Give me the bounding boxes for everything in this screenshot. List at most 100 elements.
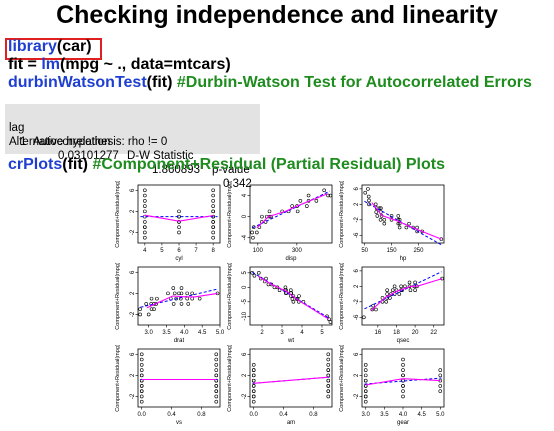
data-point (290, 297, 295, 301)
data-point (139, 373, 144, 378)
y-axis-label: Component+Residual(mpg) (227, 181, 233, 248)
data-point (396, 214, 401, 218)
data-point (373, 202, 378, 207)
x-tick-label: 18 (393, 330, 400, 336)
x-tick-label: 300 (292, 248, 303, 254)
data-point (370, 307, 375, 312)
output-value: 1.860893 (152, 164, 200, 176)
data-point (327, 317, 331, 322)
data-point (363, 399, 368, 404)
data-point (139, 399, 144, 404)
data-point (438, 389, 443, 393)
data-point (214, 357, 219, 362)
data-point (385, 288, 389, 293)
function-name: library (8, 38, 57, 55)
data-point (251, 389, 256, 393)
data-point (363, 394, 368, 399)
data-point (251, 368, 256, 372)
y-tick-label: -2 (130, 229, 136, 235)
y-tick-label: 6 (130, 352, 136, 356)
data-point (179, 286, 184, 290)
data-point (138, 312, 142, 317)
data-point (322, 188, 326, 193)
data-point (413, 288, 417, 293)
data-point (439, 237, 444, 241)
x-axis-label: disp (285, 256, 297, 262)
data-point (290, 204, 294, 208)
data-point (211, 220, 215, 224)
output-header-row: lag Autocorrelation D-W Statistic p-valu… (9, 107, 259, 176)
x-tick-label: 0.8 (309, 412, 318, 418)
x-tick-label: 22 (430, 330, 437, 336)
data-point (155, 296, 159, 301)
data-point (144, 302, 149, 306)
y-axis-label: Component+Residual(mpg) (339, 345, 345, 412)
x-tick-label: 3 (280, 330, 284, 336)
data-point (328, 320, 333, 324)
output-header: Autocorrelation (33, 136, 111, 148)
code-line-library: library(car) (8, 38, 92, 56)
data-point (143, 188, 147, 193)
data-point (214, 373, 219, 378)
data-point (149, 296, 154, 301)
data-point (250, 230, 254, 235)
data-point (255, 230, 259, 235)
smooth-fit-line (257, 275, 330, 320)
data-point (389, 214, 394, 218)
data-point (214, 368, 219, 372)
data-point (146, 312, 151, 317)
assignment: fit = (8, 56, 42, 73)
crplot-gear: 3.0 3.5 4.0 4.5 5.0 -2 2 6 gear Component+Residua… (339, 345, 445, 426)
data-point (326, 357, 331, 362)
y-tick-label: 2 (354, 373, 360, 377)
data-point (366, 187, 370, 191)
y-tick-label: 2 (242, 373, 248, 377)
output-header: D-W Statistic (127, 150, 194, 162)
x-axis-label: am (287, 420, 295, 426)
code-comment: #Durbin-Watson Test for Autocorrelated E… (176, 74, 532, 91)
data-point (367, 198, 371, 203)
data-point (251, 378, 256, 383)
data-point (264, 276, 268, 281)
data-point (185, 296, 189, 301)
y-tick-label: 6 (130, 270, 136, 274)
y-tick-label: 6 (354, 269, 360, 273)
data-point (407, 280, 412, 285)
crplot-am: 0.0 0.4 0.8 -2 2 6 am Component+Residual(mpg) (227, 345, 333, 426)
x-tick-label: 2 (260, 330, 264, 336)
function-args: (fit) (146, 74, 177, 91)
data-point (378, 217, 383, 222)
plot-frame (249, 348, 333, 408)
data-point (178, 296, 183, 301)
data-point (139, 389, 144, 393)
plot-frame (137, 348, 221, 408)
data-point (143, 235, 147, 240)
data-point (171, 302, 176, 306)
data-point (401, 384, 405, 388)
data-point (211, 225, 215, 229)
x-tick-label: 50 (361, 248, 368, 254)
data-point (363, 363, 368, 367)
x-tick-label: 4.5 (198, 330, 207, 336)
data-point (289, 288, 293, 293)
linear-fit-line (252, 190, 330, 229)
y-axis-label: Component+Residual(mpg) (115, 263, 121, 330)
linear-fit-line (140, 288, 218, 308)
y-tick-label: 2 (130, 373, 136, 377)
crplot-panel-disp: 100 300 -4 0 4 disp Component+Residual(mpg) (224, 181, 336, 263)
crplot-panel-wt: 2 3 4 5 -10 -5 0 5 wt Component+Residual(mpg) (224, 263, 336, 345)
y-axis-label: Component+Residual(mpg) (339, 181, 345, 248)
x-axis-label: qsec (397, 338, 410, 344)
data-point (382, 217, 387, 222)
data-point (211, 235, 215, 240)
data-point (214, 363, 219, 367)
data-point (152, 307, 156, 311)
data-point (390, 288, 395, 293)
data-point (396, 221, 401, 226)
data-point (211, 193, 215, 198)
data-point (401, 368, 405, 372)
data-point (407, 221, 411, 226)
data-point (177, 291, 181, 296)
crplot-disp: 100 300 -4 0 4 disp Component+Residual(mpg) (227, 181, 333, 262)
x-tick-label: 4.0 (180, 330, 189, 336)
